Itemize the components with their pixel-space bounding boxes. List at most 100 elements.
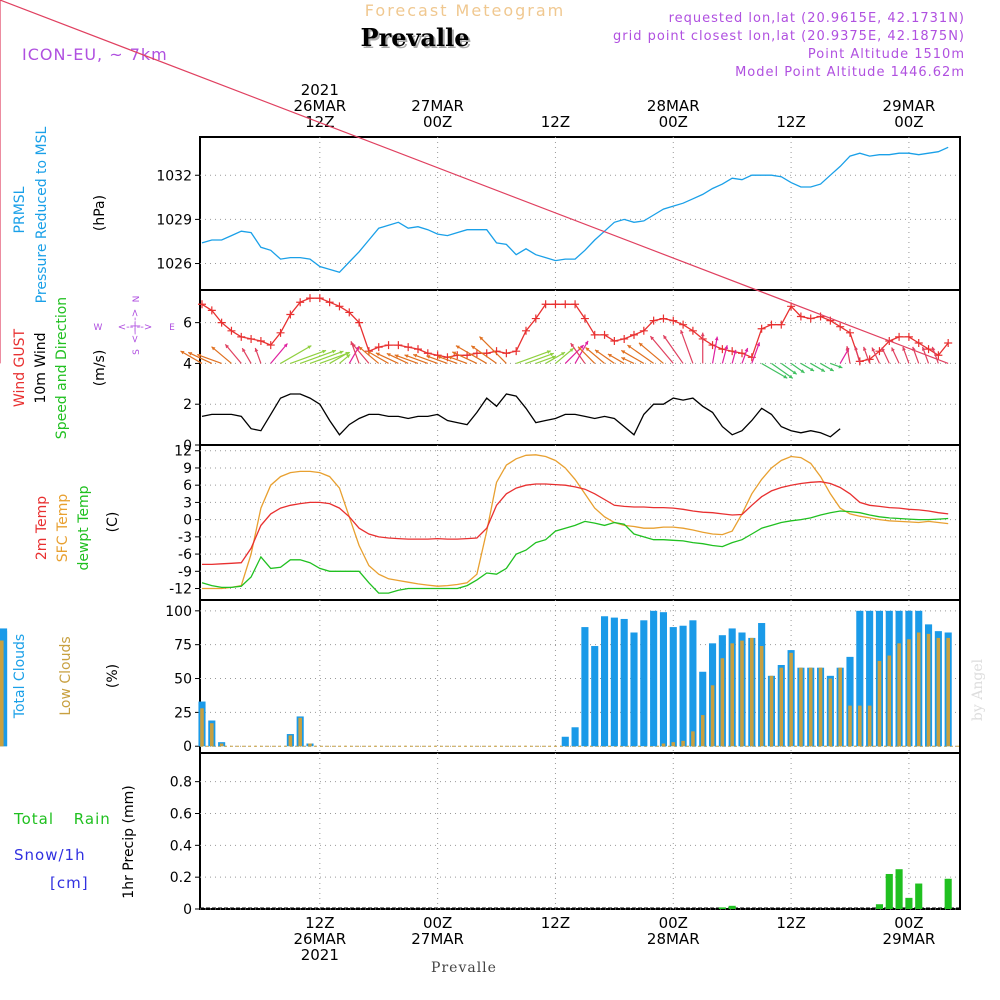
- rain-bar: [728, 905, 736, 909]
- gust-marker: [433, 351, 442, 360]
- y-tick-label: 0: [183, 513, 192, 529]
- wind-direction-arrow: [351, 343, 370, 364]
- wind-direction-arrow: [535, 355, 556, 364]
- wind-arrow-head: [561, 352, 566, 356]
- wind-direction-arrow: [470, 345, 497, 364]
- wind-arrow-head: [339, 350, 344, 355]
- pressure-labels: PRMSL Pressure Reduced to MSL (hPa): [12, 126, 108, 303]
- wind-gust-label: Wind GUST: [12, 328, 28, 407]
- wind-arrow-head: [197, 353, 202, 358]
- wind-arrow-head: [358, 346, 363, 351]
- total-clouds-bar: [600, 616, 609, 747]
- gust-marker: [679, 320, 688, 329]
- y-tick-label: 4: [183, 356, 192, 372]
- wind-direction-arrow: [394, 354, 419, 364]
- wind-arrow-head: [621, 357, 626, 361]
- top-time-label: 26MAR: [293, 97, 346, 115]
- y-tick-label: -9: [178, 564, 192, 580]
- y-tick-label: 0: [183, 739, 192, 755]
- low-clouds-bar: [671, 742, 676, 747]
- low-clouds-bar: [210, 723, 214, 747]
- low-clouds-bar: [858, 705, 862, 747]
- panel-frame: [199, 752, 961, 910]
- wind-arrow-head: [714, 336, 719, 341]
- low-clouds-bar: [818, 667, 823, 747]
- wind-direction-arrow: [662, 334, 684, 364]
- low-clouds-bar: [759, 646, 764, 747]
- wind-arrow-head: [829, 367, 834, 372]
- total-rain-label: Total Rain: [13, 810, 111, 828]
- wind-direction-arrow: [771, 362, 794, 379]
- wind-arrow-head: [242, 348, 246, 353]
- y-tick-label: 25: [174, 705, 192, 721]
- wind-direction-arrow: [375, 352, 399, 364]
- low-clouds-bar: [308, 743, 312, 747]
- wind-arrow-head: [180, 351, 185, 355]
- bottom-time-label: 12Z: [305, 914, 334, 932]
- low-clouds-bar: [936, 637, 941, 747]
- wind-arrow-head: [621, 350, 626, 354]
- top-time-label: 12Z: [776, 113, 805, 131]
- station-title: Prevalle: [363, 25, 472, 54]
- wind-arrow-head: [578, 346, 582, 351]
- gust-marker: [345, 308, 354, 317]
- wind-direction-arrow: [751, 342, 761, 364]
- temp-2m-label: 2m Temp: [34, 496, 50, 560]
- low-clouds-bar: [907, 639, 911, 747]
- bottom-time-label: 00Z: [659, 914, 688, 932]
- low-clouds-bar: [740, 640, 744, 747]
- prmsl-line: [201, 146, 949, 274]
- temp-2m-line: [202, 481, 949, 566]
- low-clouds-bar: [219, 743, 224, 747]
- rain-bar: [905, 897, 913, 909]
- wind-panel: 0 2 4 6: [0, 0, 961, 454]
- temp-unit-label: (C): [105, 512, 121, 533]
- y-tick-label: 2: [183, 397, 192, 413]
- wind-direction-arrow: [545, 351, 566, 364]
- wind-direction-arrow: [350, 341, 360, 364]
- wind-arrow-head: [756, 342, 761, 347]
- gust-marker: [286, 310, 295, 319]
- gust-marker: [571, 300, 580, 309]
- wind-direction-arrow: [386, 352, 409, 364]
- precip-labels: Total Rain Snow/1h [cm] 1hr Precip (mm): [13, 785, 137, 898]
- compass-arrows-vertical: <--|-->: [130, 309, 141, 344]
- total-clouds-bar: [591, 646, 599, 747]
- wind-arrow-head: [744, 348, 749, 352]
- wind-direction-arrow: [452, 351, 478, 364]
- total-clouds-bar: [699, 671, 707, 747]
- clouds-unit-label: (%): [105, 664, 121, 688]
- total-clouds-bar: [640, 620, 648, 747]
- y-tick-label: 75: [174, 638, 192, 654]
- y-tick-label: 0.2: [170, 870, 192, 886]
- wind-arrow-head: [627, 345, 632, 349]
- wind-direction-arrow: [525, 352, 555, 364]
- snow-label: Snow/1h: [14, 846, 86, 864]
- rain-bar: [885, 873, 893, 909]
- y-tick-label: -12: [169, 582, 192, 598]
- wind-direction-arrow: [577, 346, 596, 364]
- gust-marker: [512, 347, 521, 356]
- sfc-temp-line: [202, 454, 949, 590]
- wind-arrow-head: [792, 370, 797, 375]
- wind-arrow-head: [471, 345, 476, 350]
- total-clouds-bar: [866, 610, 874, 747]
- wind-arrow-head: [881, 347, 886, 352]
- y-tick-label: 0.6: [170, 806, 192, 822]
- gust-marker: [806, 314, 815, 323]
- wind-direction-arrow: [196, 353, 222, 364]
- wind-direction-arrow: [180, 350, 203, 364]
- wind-arrow-head: [891, 347, 895, 352]
- low-clouds-bar: [926, 633, 931, 747]
- wind-arrow-head: [546, 350, 551, 354]
- wind-arrow-head: [386, 353, 391, 357]
- top-time-label: 28MAR: [647, 97, 700, 115]
- wind-arrow-head: [863, 346, 867, 351]
- total-clouds-bar: [610, 617, 618, 747]
- gust-marker: [630, 330, 638, 339]
- low-clouds-bar: [808, 667, 813, 747]
- top-time-label: 2021: [301, 81, 339, 99]
- wind-direction-arrow: [211, 346, 232, 364]
- wind-arrow-head: [607, 354, 612, 358]
- top-time-label: 27MAR: [411, 97, 464, 115]
